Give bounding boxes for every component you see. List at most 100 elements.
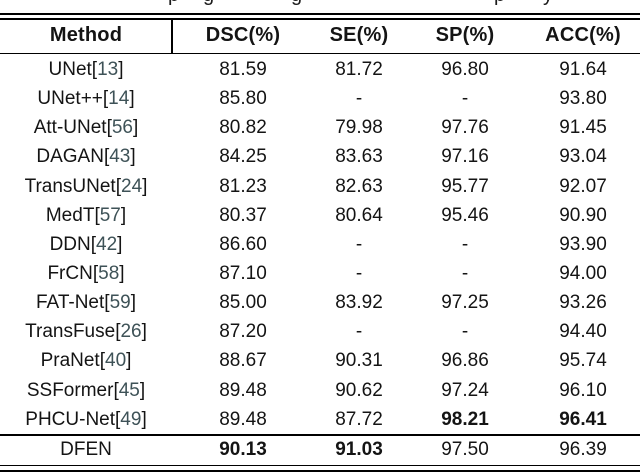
citation-number: 24 (121, 175, 143, 197)
table-header-row: Method DSC(%) SE(%) SP(%) ACC(%) (0, 19, 640, 53)
acc-cell: 95.74 (559, 350, 607, 372)
sp-cell: 97.16 (441, 146, 489, 168)
sp-cell: 96.86 (441, 350, 489, 372)
se-cell: 87.72 (335, 408, 383, 430)
method-name: UNet++ (37, 88, 103, 110)
citation-number: 40 (105, 350, 127, 372)
acc-cell: 90.90 (559, 204, 607, 226)
sp-cell: 97.25 (441, 292, 489, 314)
table-row: UNet[13] 81.59 81.72 96.80 91.64 (0, 55, 640, 84)
citation-open-bracket: [ (115, 408, 121, 430)
citation-number: 42 (96, 233, 118, 255)
citation-open-bracket: [ (115, 175, 121, 197)
acc-cell: 93.90 (559, 233, 607, 255)
method-name: SSFormer (26, 379, 114, 401)
citation-open-bracket: [ (103, 146, 110, 168)
acc-cell: 92.07 (559, 175, 607, 197)
citation-number: 57 (99, 204, 121, 226)
citation-number: 43 (109, 146, 131, 168)
citation-number: 26 (120, 321, 142, 343)
citation-close-bracket: ] (126, 350, 132, 372)
method-cell: PraNet[40] (0, 346, 172, 375)
method-name: TransFuse (25, 321, 116, 343)
method-name: TransUNet (24, 175, 116, 197)
method-cell: PHCU-Net[49] (0, 405, 172, 434)
se-cell: - (355, 88, 363, 110)
sp-cell: 95.46 (441, 204, 489, 226)
se-cell: - (355, 262, 363, 284)
citation-close-bracket: ] (133, 117, 139, 139)
citation-open-bracket: [ (94, 204, 100, 226)
acc-cell: 94.00 (559, 262, 607, 284)
dsc-cell: 88.67 (219, 350, 267, 372)
dsc-cell: 81.23 (219, 175, 267, 197)
dsc-cell: 89.48 (219, 379, 267, 401)
citation-number: 14 (108, 88, 130, 110)
caption-descender-fragment: g (203, 0, 214, 5)
dsc-cell: 89.48 (219, 408, 267, 430)
method-name: FrCN (47, 262, 93, 284)
method-cell: FrCN[58] (0, 259, 172, 288)
se-cell: 82.63 (335, 175, 383, 197)
table-body: UNet[13] 81.59 81.72 96.80 91.64 UNet++[… (0, 55, 640, 434)
dsc-cell: 86.60 (219, 233, 267, 255)
se-cell: 79.98 (335, 117, 383, 139)
method-cell: TransFuse[26] (0, 317, 172, 346)
citation-open-bracket: [ (92, 262, 99, 284)
header-underline-rule (0, 52, 640, 55)
dsc-cell: 85.00 (219, 292, 267, 314)
citation-close-bracket: ] (130, 146, 136, 168)
se-cell: 83.63 (335, 146, 383, 168)
citation-open-bracket: [ (113, 379, 119, 401)
citation-close-bracket: ] (141, 321, 147, 343)
acc-cell: 91.45 (559, 117, 607, 139)
citation-open-bracket: [ (90, 233, 97, 255)
table-bottom-rule-1 (0, 464, 640, 467)
dsc-cell: 81.59 (219, 59, 267, 80)
citation-open-bracket: [ (91, 59, 98, 80)
table-row: FrCN[58] 87.10 - - 94.00 (0, 259, 640, 288)
sp-cell: 97.24 (441, 379, 489, 401)
citation-number: 56 (111, 117, 133, 139)
caption-descender-fragment: y (543, 0, 553, 5)
table-row: MedT[57] 80.37 80.64 95.46 90.90 (0, 201, 640, 230)
citation-number: 13 (97, 59, 119, 80)
acc-cell: 96.41 (559, 408, 607, 430)
citation-close-bracket: ] (129, 88, 135, 110)
se-cell: 81.72 (335, 59, 383, 80)
method-name: Att-UNet (33, 117, 107, 139)
table-row: TransUNet[24] 81.23 82.63 95.77 92.07 (0, 172, 640, 201)
cropped-caption: pggpy (0, 0, 640, 7)
sp-cell: - (461, 262, 469, 284)
dsc-cell: 90.13 (219, 439, 267, 460)
acc-cell: 91.64 (559, 59, 607, 80)
method-cell: FAT-Net[59] (0, 288, 172, 317)
citation-number: 58 (98, 262, 120, 284)
citation-close-bracket: ] (120, 204, 127, 226)
method-name: FAT-Net (36, 292, 105, 314)
sp-cell: 95.77 (441, 175, 489, 197)
method-name: DAGAN (36, 146, 104, 168)
table-row-dfen: DFEN 90.13 91.03 97.50 96.39 (0, 436, 640, 464)
citation-number: 49 (120, 408, 142, 430)
table-row: UNet++[14] 85.80 - - 93.80 (0, 84, 640, 113)
dsc-cell: 84.25 (219, 146, 267, 168)
citation-close-bracket: ] (142, 175, 148, 197)
table-bottom-rule-2 (0, 470, 640, 473)
dsc-cell: 87.20 (219, 321, 267, 343)
citation-open-bracket: [ (102, 88, 109, 110)
caption-descender-fragment: p (168, 0, 179, 5)
sp-cell: 96.80 (441, 59, 489, 80)
column-header-acc: ACC(%) (545, 24, 621, 46)
citation-open-bracket: [ (99, 350, 105, 372)
method-cell: Att-UNet[56] (0, 113, 172, 142)
se-cell: - (355, 233, 363, 255)
method-cell: DAGAN[43] (0, 142, 172, 171)
citation-number: 59 (109, 292, 131, 314)
acc-cell: 96.39 (559, 439, 607, 460)
table-row: PHCU-Net[49] 89.48 87.72 98.21 96.41 (0, 405, 640, 434)
caption-descender-fragment: g (291, 0, 302, 5)
citation-close-bracket: ] (130, 292, 136, 314)
citation-open-bracket: [ (106, 117, 112, 139)
